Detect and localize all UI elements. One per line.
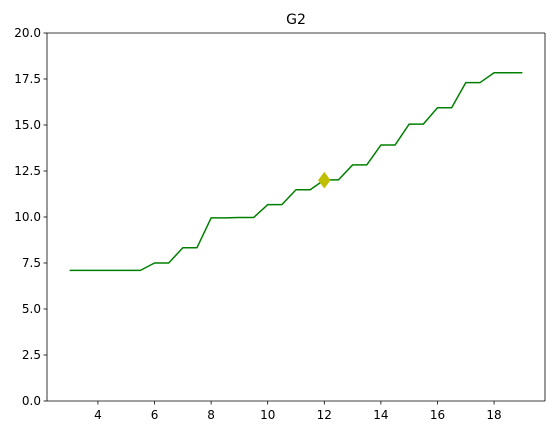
axes-layer: 4 6 8 10 12 14 16 18 0.0 2.5 5.0 7.5 10.0 12.5 15.0 17.… xyxy=(14,26,546,422)
y-tick-label: 10.0 xyxy=(14,210,41,224)
x-tick-label: 4 xyxy=(94,408,102,422)
series-layer xyxy=(69,71,523,272)
y-tick-label: 7.5 xyxy=(22,256,41,270)
x-tick-label: 14 xyxy=(373,408,388,422)
plot-area xyxy=(47,33,545,401)
x-tick-label: 16 xyxy=(430,408,445,422)
y-tick-label: 17.5 xyxy=(14,72,41,86)
y-tick-label: 2.5 xyxy=(22,348,41,362)
x-tick-label: 18 xyxy=(486,408,501,422)
x-tick-label: 12 xyxy=(317,408,332,422)
y-tick-label: 20.0 xyxy=(14,26,41,40)
series-line-0 xyxy=(69,71,523,272)
x-tick-label: 10 xyxy=(260,408,275,422)
plot-background xyxy=(47,33,545,401)
x-tick-label: 6 xyxy=(151,408,159,422)
y-tick-label: 5.0 xyxy=(22,302,41,316)
marker-point-0 xyxy=(318,171,331,189)
y-tick-label: 15.0 xyxy=(14,118,41,132)
y-tick-label: 12.5 xyxy=(14,164,41,178)
y-tick-label: 0.0 xyxy=(22,394,41,408)
x-tick-label: 8 xyxy=(207,408,215,422)
marker-layer xyxy=(318,171,331,189)
chart-title: G2 xyxy=(286,12,306,28)
